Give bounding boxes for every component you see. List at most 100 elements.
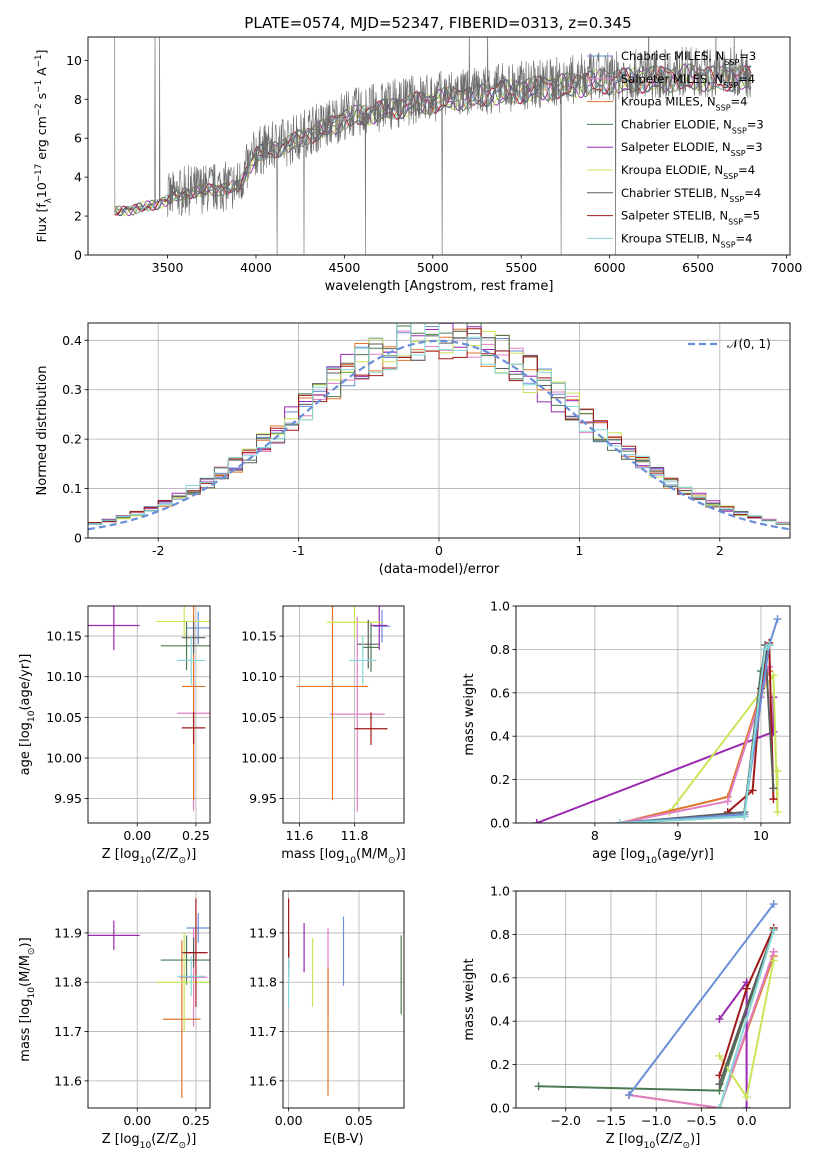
y-axis-label-part: )]: [18, 937, 33, 947]
legend-label: Salpeter MILES, NSSP=4: [621, 72, 755, 90]
y-axis-label-part: (age/yr)]: [18, 654, 33, 711]
y-tick-label: 10.00: [241, 750, 277, 765]
x-tick-label: 7000: [771, 260, 803, 275]
x-tick-label: 0.00: [123, 1113, 151, 1128]
plots: 3500 4000 4500 5000 5500 6000 6500 70000246810w…: [18, 36, 803, 1151]
y-tick-label: 0.4: [490, 1014, 510, 1029]
plot-area-age-weight: [516, 606, 790, 823]
legend-label-part: SSP: [728, 217, 743, 226]
x-tick-label: −0.5: [686, 1113, 716, 1128]
legend-label-part: SSP: [723, 80, 738, 89]
y-tick-label: 11.6: [249, 1073, 277, 1088]
legend-label-part: =3: [746, 140, 763, 154]
plot-area-mass-age: [283, 606, 404, 823]
x-tick-label: -2: [152, 543, 164, 558]
x-axis-label-part: )]: [186, 1132, 196, 1147]
y-tick-label: 0.2: [490, 1057, 510, 1072]
y-axis-label-part: s: [34, 93, 49, 104]
weight-line: [628, 903, 775, 1096]
y-tick-label: 0.3: [62, 382, 82, 397]
y-axis-label-part: A: [34, 67, 49, 80]
weight-marker: [615, 819, 624, 823]
y-tick-label: 8: [74, 92, 82, 107]
x-tick-label: 8: [591, 828, 599, 843]
y-tick-label: 11.9: [54, 925, 82, 940]
weight-line: [668, 672, 779, 813]
x-axis-label-part: E(B-V): [323, 1132, 363, 1147]
legend-label-part: Chabrier MILES, N: [621, 49, 724, 63]
legend-label-part: SSP: [729, 194, 744, 203]
x-tick-label: 5500: [505, 260, 537, 275]
weight-line: [619, 644, 775, 823]
y-tick-label: 11.9: [249, 925, 277, 940]
legend-label: Kroupa STELIB, NSSP=4: [621, 231, 752, 249]
y-tick-label: 0.2: [490, 772, 510, 787]
legend-label-part: Chabrier ELODIE, N: [621, 117, 732, 131]
y-tick-label: 11.7: [249, 1024, 277, 1039]
y-tick-label: 0.8: [490, 927, 510, 942]
weight-marker: [773, 808, 782, 817]
y-tick-label: 6: [74, 131, 82, 146]
weight-marker: [748, 786, 757, 795]
x-axis-label-part: )]: [690, 1132, 700, 1147]
legend-label: Salpeter STELIB, NSSP=5: [621, 209, 760, 227]
y-tick-label: 1.0: [490, 884, 510, 899]
y-axis-label-part: −2: [34, 103, 44, 116]
y-tick-label: 10.00: [46, 750, 82, 765]
x-axis-label: (data-model)/error: [379, 562, 500, 577]
normal-curve: [88, 339, 790, 531]
plot-area-ebv-mass: [283, 891, 404, 1108]
y-tick-label: 0: [74, 531, 82, 546]
plot-area-z-age: [88, 606, 210, 823]
y-tick-label: 11.8: [249, 975, 277, 990]
x-axis-label-part: Z [log: [102, 847, 140, 862]
axes-frame: [515, 890, 791, 1109]
y-axis-label-part: 10: [27, 710, 37, 722]
x-axis-label-part: )]: [186, 847, 196, 862]
x-axis-label-part: 10: [644, 1141, 656, 1151]
x-axis-label: Z [log10(Z/Z⊙)]: [606, 1132, 701, 1151]
x-axis-label-part: 10: [140, 1141, 152, 1151]
x-axis-label: mass [log10(M/M⊙)]: [281, 847, 405, 866]
legend-label-part: Salpeter MILES, N: [621, 72, 723, 86]
figure-title: PLATE=0574, MJD=52347, FIBERID=0313, z=0…: [244, 14, 631, 32]
y-axis-label: mass weight: [462, 958, 477, 1040]
axes-residuals: -2 -1 0 1 2 0 0.1 0.2 0.3 0.4 (data-model)/error No…: [35, 322, 791, 577]
legend-label-part: Chabrier STELIB, N: [621, 186, 729, 200]
weight-marker: [769, 956, 778, 965]
y-tick-label: 0.6: [490, 970, 510, 985]
legend-label: 𝒩(0, 1): [727, 337, 771, 351]
axes-frame: [87, 605, 211, 824]
y-tick-label: 10.05: [241, 710, 277, 725]
y-tick-label: 10.15: [241, 629, 277, 644]
weight-marker: [769, 947, 778, 956]
y-axis-label: Normed distribution: [35, 366, 50, 496]
x-axis-label: Z [log10(Z/Z⊙)]: [102, 847, 197, 866]
x-tick-label: 6000: [594, 260, 626, 275]
y-tick-label: 4: [74, 170, 82, 185]
weight-marker: [715, 1104, 724, 1108]
y-tick-label: 11.6: [54, 1073, 82, 1088]
plot-area-z-weight: [516, 891, 790, 1108]
x-axis-label: Z [log10(Z/Z⊙)]: [102, 1132, 197, 1151]
x-tick-label: 10: [753, 828, 769, 843]
y-axis-label: mass [log10(M/M⊙)]: [18, 937, 37, 1061]
y-axis-label-part: age [log: [18, 722, 33, 775]
legend-label-part: Kroupa MILES, N: [621, 95, 716, 109]
y-tick-label: 0.6: [490, 685, 510, 700]
x-tick-label: 9: [674, 828, 682, 843]
x-tick-label: 0.25: [182, 1113, 210, 1128]
x-axis-label: E(B-V): [323, 1132, 363, 1147]
x-axis-label-part: (Z/Z: [151, 1132, 178, 1147]
weight-line: [718, 929, 775, 1108]
weight-marker: [769, 795, 778, 804]
x-axis-label-part: Z [log: [606, 1132, 644, 1147]
x-axis-label-part: mass [log: [281, 847, 344, 862]
weight-marker: [769, 926, 778, 935]
x-axis-label-part: ⊙: [388, 856, 396, 866]
y-tick-label: 0.4: [62, 333, 82, 348]
weight-marker: [769, 784, 778, 793]
weight-marker: [773, 766, 782, 775]
spectrum-data-line: [114, 37, 752, 255]
